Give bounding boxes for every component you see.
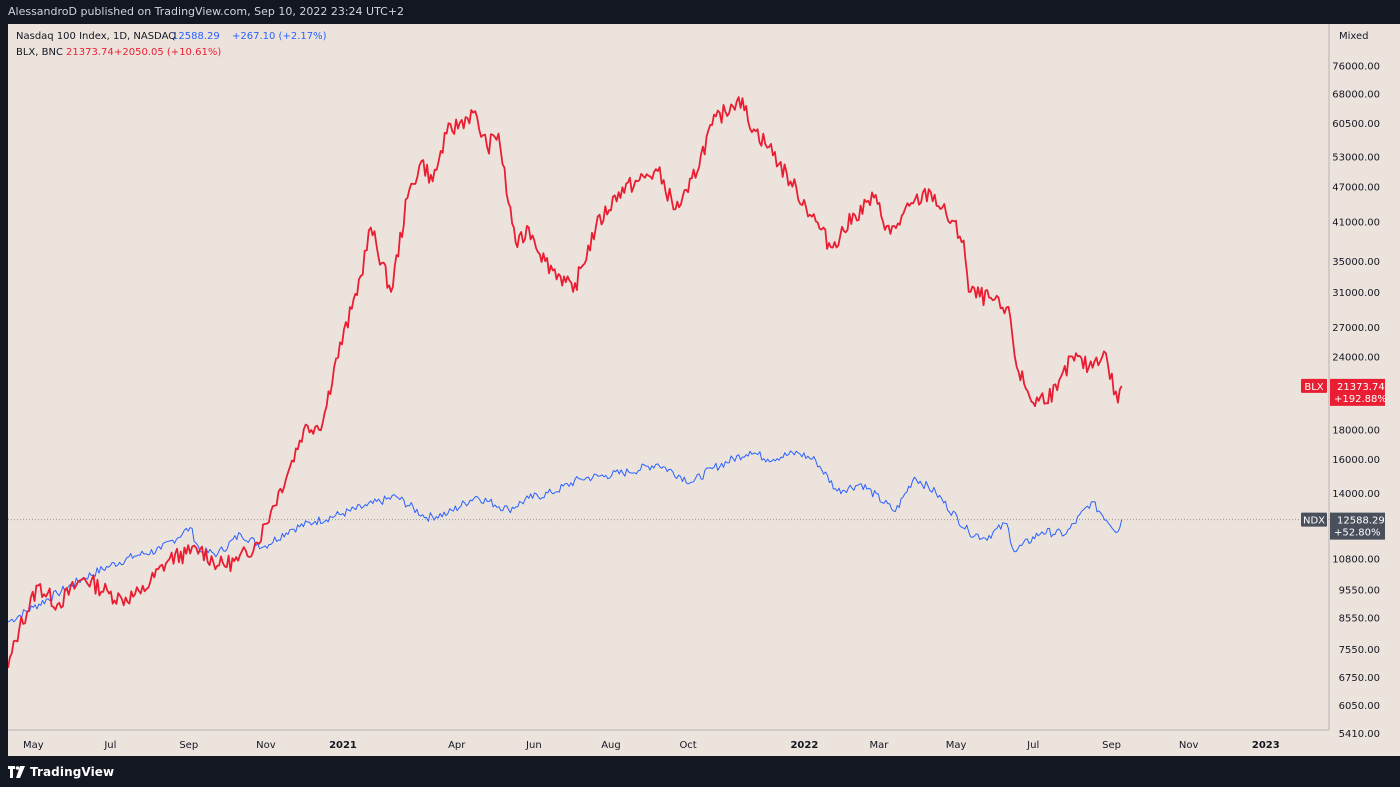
series-line-blx[interactable]: [8, 96, 1123, 669]
y-tick-label: 9550.00: [1339, 585, 1380, 596]
scale-mode-label[interactable]: Mixed: [1339, 31, 1369, 42]
blx-series-tag: [1301, 378, 1327, 393]
y-tick-label: 27000.00: [1332, 323, 1380, 334]
y-tick-label: 18000.00: [1332, 425, 1380, 436]
x-tick-label: 2023: [1252, 740, 1280, 751]
chart-area[interactable]: Nasdaq 100 Index, 1D, NASDAQ 12588.29 +2…: [8, 24, 1400, 756]
ndx-last-price: 12588.29: [1337, 516, 1385, 527]
y-tick-label: 6050.00: [1339, 701, 1380, 712]
y-tick-label: 8550.00: [1339, 613, 1380, 624]
legend[interactable]: Nasdaq 100 Index, 1D, NASDAQ 12588.29 +2…: [16, 31, 327, 58]
y-axis[interactable]: 76000.00 68000.00 60500.00 53000.00 47000.00…: [1332, 61, 1380, 740]
ndx-percent-change: +52.80%: [1334, 528, 1381, 539]
legend-blx-name: BLX, BNC: [16, 47, 63, 58]
x-tick-label: Aug: [601, 740, 621, 751]
y-tick-label: 68000.00: [1332, 89, 1380, 100]
blx-last-price-badge: [1330, 378, 1385, 406]
x-tick-label: Mar: [870, 740, 890, 751]
x-tick-label: Sep: [179, 740, 198, 751]
y-tick-label: 76000.00: [1332, 61, 1380, 72]
legend-blx-change: +2050.05 (+10.61%): [114, 47, 221, 58]
blx-badge-group: BLX 21373.74 +192.88%: [1301, 378, 1387, 406]
y-tick-label: 7550.00: [1339, 645, 1380, 656]
x-tick-label: Jul: [1026, 740, 1039, 751]
legend-ndx-change: +267.10 (+2.17%): [232, 31, 327, 42]
legend-ndx-last: 12588.29: [172, 31, 220, 42]
y-tick-label: 35000.00: [1332, 257, 1380, 268]
y-tick-label: 60500.00: [1332, 119, 1380, 130]
x-tick-label: Apr: [448, 740, 466, 751]
blx-series-tag-label: BLX: [1304, 382, 1323, 393]
y-tick-label: 53000.00: [1332, 152, 1380, 163]
y-tick-label: 6750.00: [1339, 673, 1380, 684]
brand-name: TradingView: [30, 765, 115, 779]
x-tick-label: May: [23, 740, 44, 751]
y-tick-label: 5410.00: [1339, 729, 1380, 740]
x-tick-label: May: [946, 740, 967, 751]
x-tick-label: Oct: [679, 740, 696, 751]
price-chart[interactable]: Nasdaq 100 Index, 1D, NASDAQ 12588.29 +2…: [8, 24, 1400, 756]
series-layer: [8, 96, 1123, 669]
footer-bar: TradingView: [0, 756, 1400, 787]
ndx-last-price-badge: [1330, 512, 1385, 540]
publisher-text: AlessandroD published on TradingView.com…: [8, 5, 405, 18]
y-tick-label: 41000.00: [1332, 217, 1380, 228]
y-tick-label: 14000.00: [1332, 489, 1380, 500]
x-tick-label: Sep: [1102, 740, 1121, 751]
x-axis[interactable]: May Jul Sep Nov 2021 Apr Jun Aug Oct 2022 Mar May Ju…: [23, 740, 1280, 751]
ndx-badge-group: NDX 12588.29 +52.80%: [1301, 512, 1385, 540]
x-tick-label: 2022: [790, 740, 818, 751]
y-tick-label: 24000.00: [1332, 353, 1380, 364]
x-tick-label: Nov: [1179, 740, 1199, 751]
legend-ndx-name: Nasdaq 100 Index, 1D, NASDAQ: [16, 31, 176, 42]
tradingview-logo-icon: [8, 766, 25, 778]
publisher-bar: AlessandroD published on TradingView.com…: [0, 0, 1400, 24]
y-tick-label: 10800.00: [1332, 554, 1380, 565]
gridlines: [8, 24, 1330, 731]
series-line-ndx[interactable]: [8, 450, 1123, 623]
brand-logo[interactable]: TradingView: [8, 765, 114, 779]
x-tick-label: Jun: [525, 740, 542, 751]
x-tick-label: 2021: [329, 740, 357, 751]
y-tick-label: 47000.00: [1332, 183, 1380, 194]
x-tick-label: Nov: [256, 740, 276, 751]
blx-last-price: 21373.74: [1337, 382, 1385, 393]
y-tick-label: 16000.00: [1332, 455, 1380, 466]
legend-blx-last: 21373.74: [66, 47, 114, 58]
ndx-series-tag-label: NDX: [1303, 516, 1325, 527]
y-tick-label: 31000.00: [1332, 288, 1380, 299]
x-tick-label: Jul: [103, 740, 116, 751]
blx-percent-change: +192.88%: [1334, 394, 1387, 405]
ndx-series-tag: [1301, 512, 1327, 527]
